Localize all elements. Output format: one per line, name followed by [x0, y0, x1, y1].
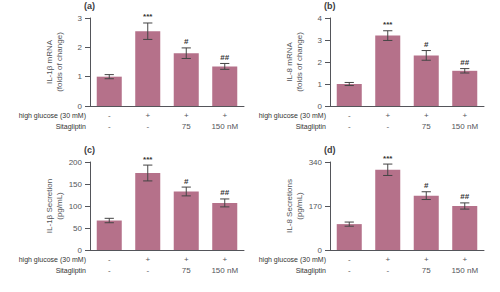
svg-text:Sitagliptin: Sitagliptin: [56, 123, 86, 131]
svg-text:high glucose (30 mM): high glucose (30 mM): [19, 256, 86, 264]
svg-text:-: -: [348, 266, 351, 275]
svg-text:100: 100: [69, 202, 83, 211]
svg-text:(c): (c): [84, 145, 95, 155]
svg-text:0: 0: [318, 102, 323, 111]
svg-text:high glucose (30 mM): high glucose (30 mM): [259, 256, 326, 264]
svg-text:75: 75: [182, 266, 191, 275]
svg-text:+: +: [145, 111, 150, 120]
svg-text:+: +: [184, 255, 189, 264]
svg-text:-: -: [108, 255, 111, 264]
svg-text:#: #: [184, 37, 189, 46]
svg-text:-: -: [386, 266, 389, 275]
svg-text:Sitagliptin: Sitagliptin: [296, 267, 326, 275]
svg-text:2: 2: [78, 43, 83, 52]
svg-text:1: 1: [78, 72, 83, 81]
svg-text:##: ##: [220, 188, 229, 197]
svg-text:0: 0: [78, 246, 83, 255]
svg-text:IL-8 Secretions: IL-8 Secretions: [285, 179, 294, 233]
svg-text:-: -: [108, 122, 111, 131]
svg-text:Sitagliptin: Sitagliptin: [56, 267, 86, 275]
svg-text:0: 0: [78, 102, 83, 111]
svg-text:3: 3: [78, 14, 83, 23]
svg-text:***: ***: [143, 12, 153, 21]
svg-text:#: #: [424, 40, 429, 49]
svg-text:+: +: [222, 255, 227, 264]
svg-text:high glucose (30 mM): high glucose (30 mM): [19, 112, 86, 120]
svg-text:150 nM: 150 nM: [451, 122, 478, 131]
svg-text:150 nM: 150 nM: [451, 266, 478, 275]
svg-text:(folds of change): (folds of change): [55, 32, 64, 92]
svg-text:IL-8 mRNA: IL-8 mRNA: [285, 42, 294, 82]
svg-text:-: -: [108, 266, 111, 275]
svg-text:-: -: [146, 122, 149, 131]
svg-text:(b): (b): [324, 1, 336, 11]
svg-text:+: +: [385, 111, 390, 120]
svg-text:#: #: [424, 181, 429, 190]
svg-text:high glucose (30 mM): high glucose (30 mM): [259, 112, 326, 120]
svg-text:75: 75: [182, 122, 191, 131]
svg-text:***: ***: [383, 154, 393, 163]
svg-text:+: +: [424, 255, 429, 264]
svg-text:200: 200: [69, 158, 83, 167]
svg-text:-: -: [348, 122, 351, 131]
svg-text:-: -: [108, 111, 111, 120]
svg-text:+: +: [222, 111, 227, 120]
svg-text:IL-1β mRNA: IL-1β mRNA: [45, 39, 54, 84]
svg-text:1: 1: [318, 80, 323, 89]
svg-text:340: 340: [309, 158, 323, 167]
svg-text:+: +: [462, 111, 467, 120]
svg-text:0: 0: [318, 246, 323, 255]
svg-text:(a): (a): [84, 1, 95, 11]
svg-text:+: +: [424, 111, 429, 120]
svg-text:150 nM: 150 nM: [211, 122, 238, 131]
svg-text:***: ***: [383, 20, 393, 29]
svg-text:50: 50: [73, 224, 82, 233]
svg-text:+: +: [385, 255, 390, 264]
svg-text:150 nM: 150 nM: [211, 266, 238, 275]
svg-text:-: -: [348, 111, 351, 120]
svg-text:#: #: [184, 177, 189, 186]
svg-text:***: ***: [143, 155, 153, 164]
svg-text:-: -: [348, 255, 351, 264]
svg-text:170: 170: [309, 202, 323, 211]
svg-text:(pg/mL): (pg/mL): [295, 192, 304, 220]
svg-text:##: ##: [220, 53, 229, 62]
svg-text:+: +: [184, 111, 189, 120]
svg-text:Sitagliptin: Sitagliptin: [296, 123, 326, 131]
svg-text:2: 2: [318, 58, 323, 67]
svg-text:-: -: [146, 266, 149, 275]
svg-text:+: +: [462, 255, 467, 264]
svg-text:150: 150: [69, 180, 83, 189]
svg-text:(pg/mL): (pg/mL): [55, 192, 64, 220]
svg-text:-: -: [386, 122, 389, 131]
svg-text:+: +: [145, 255, 150, 264]
svg-text:(d): (d): [324, 145, 336, 155]
svg-text:4: 4: [318, 14, 323, 23]
svg-text:##: ##: [460, 192, 469, 201]
svg-text:IL-1β Secretion: IL-1β Secretion: [45, 179, 54, 233]
svg-text:75: 75: [422, 122, 431, 131]
svg-text:(folds of change): (folds of change): [295, 32, 304, 92]
svg-text:75: 75: [422, 266, 431, 275]
svg-text:##: ##: [460, 58, 469, 67]
svg-text:3: 3: [318, 36, 323, 45]
